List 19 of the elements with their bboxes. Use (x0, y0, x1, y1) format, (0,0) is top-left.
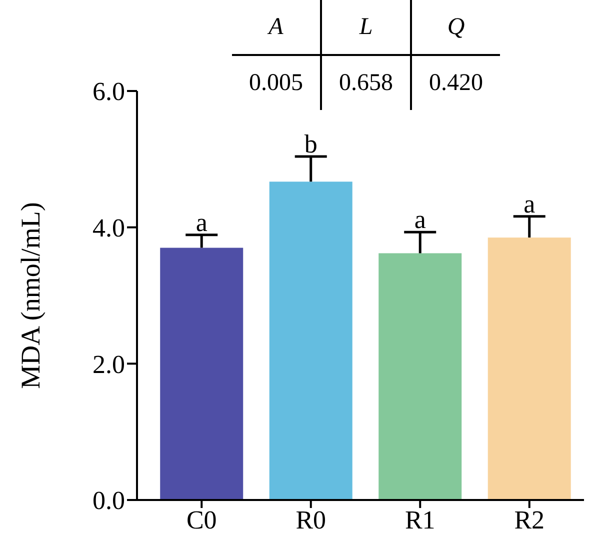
annotation: 0.420 (411, 55, 500, 110)
y-axis-title: MDA (nmol/mL) (16, 202, 46, 389)
x-tick-label: R2 (514, 505, 545, 534)
annotation: b (304, 129, 318, 158)
text: Q (447, 14, 465, 40)
y-tick-label: 6.0 (92, 77, 125, 106)
x-tick-label: R0 (296, 505, 326, 534)
y-tick-label: 4.0 (92, 214, 125, 243)
annotation: 0.658 (321, 55, 411, 110)
annotation: a (414, 205, 426, 234)
x-tick-label: R1 (404, 505, 436, 534)
text: L (359, 14, 373, 40)
annotation: 0.005 (248, 68, 304, 98)
y-tick-label: 2.0 (92, 350, 125, 379)
x-tick-label: C0 (186, 505, 217, 534)
text: A (268, 14, 284, 40)
annotation: a (524, 189, 536, 218)
y-tick-label: 0.0 (92, 486, 125, 516)
annotation: a (196, 208, 208, 237)
